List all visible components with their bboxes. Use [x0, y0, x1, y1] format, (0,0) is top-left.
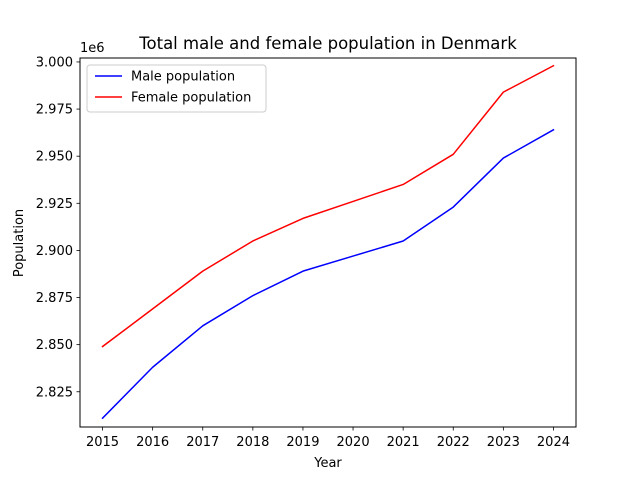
y-tick-label: 2.875: [36, 291, 73, 306]
y-offset-text: 1e6: [80, 41, 105, 56]
x-tick-label: 2019: [286, 435, 319, 450]
y-tick-label: 3.000: [36, 55, 73, 70]
legend-label-0: Male population: [131, 70, 235, 85]
legend: Male population Female population: [86, 64, 267, 113]
x-tick-label: 2020: [337, 435, 370, 450]
chart-title: Total male and female population in Denm…: [138, 34, 517, 53]
series-lines: [101, 64, 555, 420]
x-axis-label: Year: [313, 456, 342, 471]
x-tick-label: 2024: [537, 435, 570, 450]
x-axis-ticks: 2015 2016 2017 2018 2019 2020 2021 2022 2023 2024: [86, 427, 570, 450]
series-line-0: [101, 128, 555, 420]
legend-box: [86, 64, 267, 113]
y-tick-label: 2.925: [36, 197, 73, 212]
y-axis-ticks: 2.825 2.850 2.875 2.900 2.925 2.950 2.975 3.000: [36, 55, 80, 400]
x-tick-label: 2018: [236, 435, 269, 450]
y-tick-label: 2.825: [36, 385, 73, 400]
x-tick-label: 2016: [136, 435, 169, 450]
y-axis-label: Population: [12, 209, 27, 277]
legend-label-1: Female population: [131, 91, 251, 106]
series-line-1: [101, 64, 555, 348]
legend-items: Male population Female population: [95, 70, 251, 106]
x-tick-label: 2022: [437, 435, 470, 450]
y-tick-label: 2.900: [36, 244, 73, 259]
y-tick-label: 2.850: [36, 338, 73, 353]
plot-frame: [79, 57, 577, 428]
y-tick-label: 2.950: [36, 150, 73, 165]
x-tick-label: 2023: [487, 435, 520, 450]
x-tick-label: 2015: [86, 435, 119, 450]
y-tick-label: 2.975: [36, 103, 73, 118]
x-tick-label: 2021: [387, 435, 420, 450]
x-tick-label: 2017: [186, 435, 219, 450]
